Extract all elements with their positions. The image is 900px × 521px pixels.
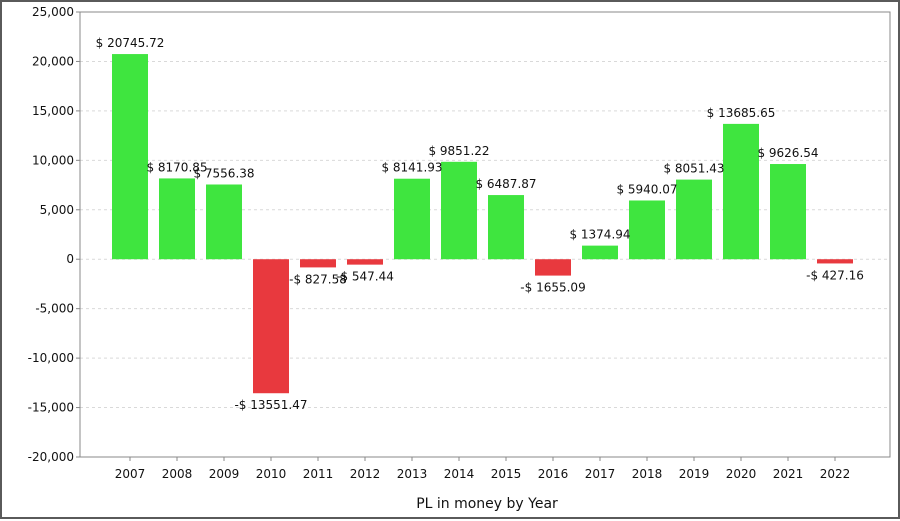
bar-2013 [394,178,430,260]
data-label-2015: $ 6487.87 [475,177,536,191]
data-label-2014: $ 9851.22 [428,144,489,158]
x-tick-label-2009: 2009 [209,467,240,481]
data-label-2013: $ 8141.93 [381,161,442,175]
bar-2020 [723,123,759,260]
bars [112,54,853,394]
data-label-2022: -$ 427.16 [806,268,864,282]
x-tick-label-2018: 2018 [632,467,663,481]
bar-2022 [817,259,853,264]
y-tick-label: 15,000 [32,104,74,118]
bar-2019 [676,179,712,260]
data-label-2007: $ 20745.72 [96,36,165,50]
x-tick-label-2011: 2011 [303,467,334,481]
bar-2010 [253,259,289,394]
data-label-2018: $ 5940.07 [616,182,677,196]
data-label-2020: $ 13685.65 [707,106,776,120]
y-tick-label: 10,000 [32,153,74,167]
y-axis-ticks: 25,000 20,000 15,000 10,000 5,000 0 -5,000 -10,… [28,5,80,464]
x-tick-label-2010: 2010 [256,467,287,481]
y-tick-label: 5,000 [40,203,74,217]
data-label-2016: -$ 1655.09 [520,281,585,295]
data-label-2012: -$ 547.44 [336,270,394,284]
gridlines [80,11,890,458]
y-tick-label: 0 [66,252,74,266]
y-tick-label: 25,000 [32,5,74,19]
x-tick-label-2016: 2016 [538,467,569,481]
x-tick-label-2007: 2007 [115,467,146,481]
y-tick-label: -15,000 [28,401,74,415]
data-label-2009: $ 7556.38 [193,166,254,180]
x-tick-label-2022: 2022 [820,467,851,481]
bar-2007 [112,54,148,260]
data-label-2008: $ 8170.85 [146,160,207,174]
bar-2016 [535,259,571,276]
bar-2021 [770,164,806,260]
bar-2011 [300,259,336,268]
y-tick-label: -10,000 [28,351,74,365]
bar-2015 [488,195,524,260]
y-tick-label: 20,000 [32,54,74,68]
y-tick-label: -5,000 [35,302,74,316]
data-label-2011: -$ 827.58 [289,272,347,286]
data-label-2010: -$ 13551.47 [234,398,307,412]
x-tick-label-2021: 2021 [773,467,804,481]
bar-2008 [159,178,195,260]
bar-2009 [206,184,242,260]
x-tick-label-2013: 2013 [397,467,428,481]
bar-2018 [629,200,665,260]
x-tick-label-2015: 2015 [491,467,522,481]
bar-2012 [347,259,383,265]
x-tick-label-2019: 2019 [679,467,710,481]
data-label-2021: $ 9626.54 [757,146,818,160]
x-axis-ticks: 2007 2008 2009 2010 2011 2012 2013 2014 2015 2016… [115,457,851,481]
plot-area-border [79,11,891,458]
x-tick-label-2020: 2020 [726,467,757,481]
y-tick-label: -20,000 [28,450,74,464]
data-label-2019: $ 8051.43 [663,162,724,176]
x-axis-title: PL in money by Year [416,496,558,512]
x-tick-label-2012: 2012 [350,467,381,481]
data-labels: $ 20745.72 $ 8170.85$ 7556.38 -$ 13551.47 -… [96,36,864,412]
bar-2014 [441,161,477,260]
data-label-2017: $ 1374.94 [569,228,630,242]
x-tick-label-2014: 2014 [444,467,475,481]
x-tick-label-2017: 2017 [585,467,616,481]
bar-2017 [582,245,618,260]
x-tick-label-2008: 2008 [162,467,193,481]
